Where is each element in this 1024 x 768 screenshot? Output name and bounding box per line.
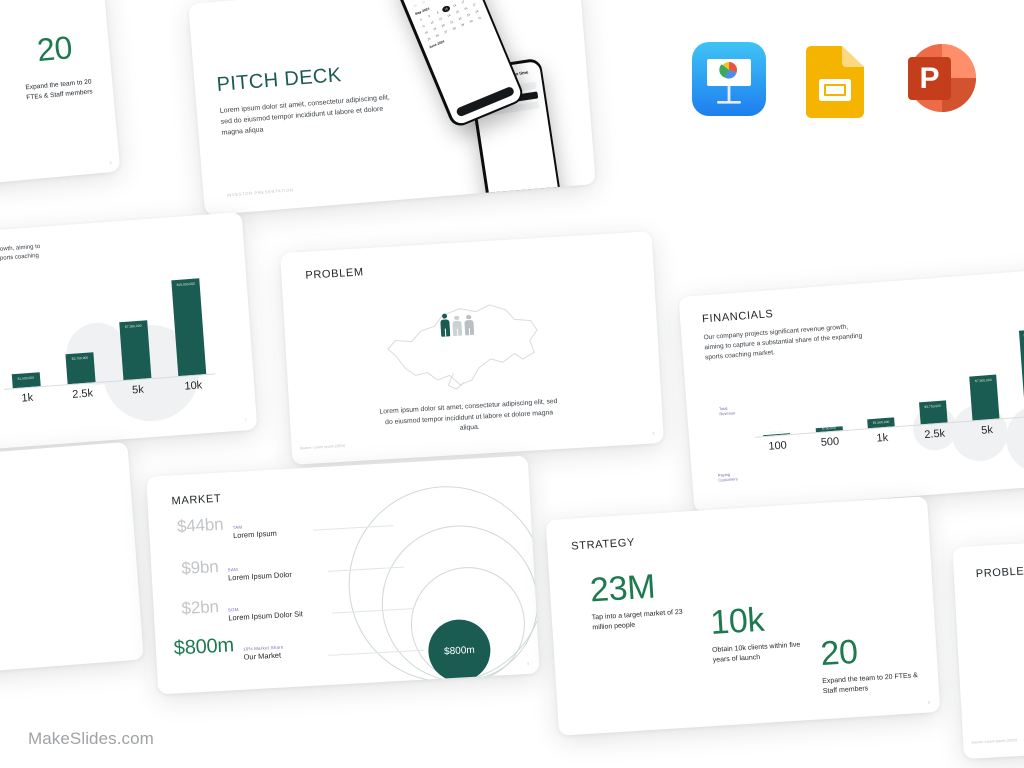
stat-block-23m: 23M Tap into a target market of 23 milli… [589,567,703,634]
slide-title-problem-cropped: PROBLEM [975,564,1024,581]
market-label: Lorem Ipsum [232,528,278,541]
market-amount: $9bn [180,556,219,578]
market-row-som: $2bn SOM Lorem Ipsum Dolor Sit [181,592,303,625]
stat-value: 23M [588,567,657,610]
stat-caption: Obtain 10k clients within five years of … [711,641,801,665]
bar-value-label: $3,750,000 [924,403,942,410]
x-tick-label: 10k [184,379,203,393]
bar-value-label: $7,500,000 [124,323,142,329]
slide-card-strategy-cropped[interactable]: k s within unch 20 Expand the team to 20… [0,0,121,193]
slide-source-problem: Source: Lorem Ipsum (2024) [299,443,346,451]
slide-card-financials[interactable]: FINANCIALS Our company projects signific… [678,267,1024,513]
svg-text:P: P [919,62,939,95]
x-tick-label: 100 [768,439,788,453]
x-tick-label: 500 [820,435,840,449]
market-amount: $44bn [176,514,224,537]
slide-footer-pitch-deck: INVESTOR PRESENTATION [226,187,294,198]
stat-value-20: 20 [35,29,74,69]
bar: $3,750,000 [65,352,96,385]
bar-value-label: $1,500,000 [17,375,35,381]
slide-body-financials-cropped: ...venue growth, aiming to ...anding spo… [0,243,41,264]
x-tick-label: 10k [1017,419,1024,434]
stat-caption: Expand the team to 20 FTEs & Staff membe… [822,672,919,696]
stat-caption-partial: s within unch [0,62,22,87]
apple-keynote-icon[interactable] [692,42,766,116]
person-figure-highlighted [440,313,451,337]
bar: $15,000,000 [1018,328,1024,417]
slide-card-pitch-deck[interactable]: PITCH DECK Lorem ipsum dolor sit amet, c… [188,0,596,216]
slide-title-financials: FINANCIALS [701,308,774,326]
bar: $3,750,000 [918,400,948,425]
stat-value: 10k [709,600,766,643]
google-slides-icon[interactable] [806,46,864,118]
stat-block-10k: 10k Obtain 10k clients within five years… [709,599,823,666]
slide-page-number: 3 [652,431,655,436]
slide-page-number: 5 [527,661,530,666]
market-amount-ours: $800m [173,634,235,660]
people-illustration [440,312,475,337]
bar-value-label: $1,500,000 [872,419,890,425]
slide-page-number: 6 [927,700,930,705]
map-outline-illustration [387,304,538,390]
bar: $15,000,000 [171,278,207,377]
chart-y-axis-label: Total Revenue [718,405,736,417]
slide-card-strategy[interactable]: STRATEGY 23M Tap into a target market of… [545,496,941,736]
stat-caption-20: Expand the team to 20 FTEs & Staff membe… [25,78,93,101]
slide-card-problem-cropped[interactable]: PROBLEM Source: Lorem Ipsum (2024) [952,532,1024,760]
slide-card-financials-cropped[interactable]: ...venue growth, aiming to ...anding spo… [0,212,258,458]
slide-body-pitch-deck: Lorem ipsum dolor sit amet, consectetur … [219,94,390,138]
bar: $7,500,000 [118,320,152,381]
microsoft-powerpoint-icon[interactable]: P [900,40,976,116]
slide-source-problem-cropped: Source: Lorem Ipsum (2024) [971,738,1018,745]
slide-title-market: MARKET [171,492,222,508]
bar-chart-financials-cropped: $1,500,000 $3,750,000 $7,500,000 $15,000… [0,253,216,390]
bar-value-label: $15,000,000 [1019,332,1024,338]
x-tick-label: 1k [876,431,889,445]
slide-card-market[interactable]: MARKET $800m $44bn TAM Lorem Ipsum $9bn [146,455,540,695]
slide-card-phone-mockup-cropped[interactable]: Select start session date Lorem ipsum in… [0,441,144,681]
bar-value-label: $3,750,000 [71,355,89,361]
bar-value-label: $7,500,000 [974,377,992,384]
chart-x-axis-label: Paying Customers [717,471,738,483]
watermark-makeslides: MakeSlides.com [28,729,154,748]
person-figure [464,314,475,336]
market-label: Our Market [243,650,282,662]
slide-title-strategy: STRATEGY [570,536,636,553]
slide-card-problem[interactable]: PROBLEM Lor [280,231,664,465]
slide-page-number: 7 [244,418,247,423]
market-row-sam: $9bn SAM Lorem Ipsum Dolor [181,553,292,585]
slide-body-problem: Lorem ipsum dolor sit amet, consectetur … [379,398,558,432]
slide-title-problem: PROBLEM [305,266,365,282]
market-amount: $2bn [181,597,220,619]
x-tick-label: 1k [21,391,34,405]
bar: $7,500,000 [969,374,1000,421]
market-row-our-market: $800m 10% Market Share Our Market [173,631,284,665]
stat-block-20: 20 Expand the team to 20 FTEs & Staff me… [819,631,929,698]
stat-caption: Tap into a target market of 23 million p… [591,608,683,632]
bar-value-label: $15,000,000 [176,281,196,287]
stat-value: 20 [819,632,859,674]
x-tick-label: 2.5k [71,387,94,401]
person-figure [452,315,463,337]
market-row-tam: $44bn TAM Lorem Ipsum [177,512,278,543]
slide-page-number: 6 [109,160,112,166]
slide-title-pitch-deck: PITCH DECK [215,64,343,96]
